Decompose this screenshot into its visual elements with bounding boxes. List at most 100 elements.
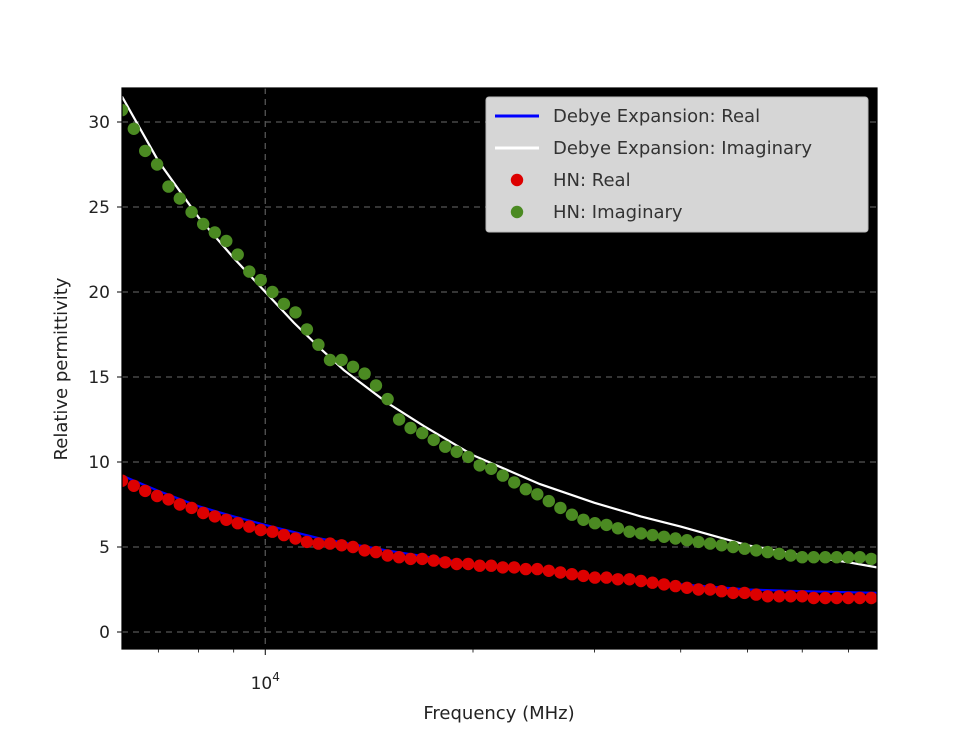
data-point [127,479,140,492]
data-point [807,551,820,564]
data-point [703,583,717,596]
data-point [542,564,555,577]
data-point [266,525,279,538]
data-point [381,549,394,562]
data-point [197,506,210,520]
data-point [127,122,140,135]
data-point [565,568,579,581]
data-point [853,551,866,564]
data-point [600,518,613,532]
data-point [277,297,291,311]
data-point [450,445,463,458]
data-point [243,265,256,278]
data-point [692,583,705,596]
data-point [300,535,314,549]
data-point [577,513,590,526]
legend-marker-swatch [510,205,524,219]
data-point [289,306,302,319]
legend-label: HN: Imaginary [553,202,683,223]
series-layer [122,95,877,605]
data-point [392,551,406,564]
data-point [634,527,648,540]
data-point [173,192,186,205]
data-point [139,484,152,498]
data-point [358,367,371,380]
data-point [784,590,797,603]
data-point [496,561,509,574]
data-point [796,551,809,564]
axis-ticks: 0 5 10 15 20 25 30 104 [88,113,849,694]
data-point [611,522,625,535]
data-point [565,508,579,521]
data-point [404,421,417,435]
data-point [680,581,694,594]
data-point [485,559,498,572]
data-point [623,573,636,586]
data-point [623,525,636,538]
y-tick-label: 0 [99,623,110,643]
data-point [680,534,694,547]
data-point [726,586,740,600]
data-point [150,158,164,171]
data-point [404,552,417,566]
data-point [323,353,337,367]
data-point [220,513,233,526]
data-point [139,144,152,158]
data-point [231,248,244,261]
data-point [588,517,602,530]
data-point [761,545,774,559]
data-point [577,569,590,583]
data-point [600,571,613,584]
data-point [416,552,429,566]
data-point [554,501,567,515]
legend-marker-swatch [510,173,524,187]
data-point [462,557,475,571]
data-point [122,474,129,487]
legend: Debye Expansion: Real Debye Expansion: Im… [485,96,869,233]
data-point [796,590,809,603]
data-point [335,353,348,367]
data-point [853,591,866,605]
data-point [208,226,221,239]
data-point [185,501,198,515]
data-point [462,450,475,464]
data-point [750,544,763,557]
y-tick-label: 20 [88,283,110,303]
data-point [842,551,855,564]
data-point [807,591,820,605]
data-point [773,590,786,603]
data-point [300,323,314,336]
data-point [519,483,532,496]
data-point [185,205,198,219]
data-point [243,520,256,533]
data-point [657,530,671,543]
data-point [830,551,843,564]
data-point [784,549,797,562]
legend-box [485,96,869,233]
data-point [865,591,877,605]
data-point [669,579,682,593]
data-point [703,537,717,550]
data-point [554,566,567,579]
data-point [531,562,544,576]
data-point [588,571,602,584]
data-point [761,590,774,603]
y-tick-label: 10 [88,453,110,473]
data-point [323,537,337,550]
data-point [150,489,164,503]
data-point [312,537,325,550]
data-point [542,494,555,508]
data-point [335,539,348,552]
data-point [381,392,394,406]
x-tick-label: 104 [251,670,280,694]
data-point [726,540,740,554]
data-point [220,234,233,248]
data-point [519,562,532,576]
legend-label: HN: Real [553,170,631,191]
data-point [277,528,291,542]
data-point [692,535,705,549]
data-point [427,433,440,447]
data-point [646,576,659,589]
data-point [231,517,244,530]
data-point [346,360,360,373]
